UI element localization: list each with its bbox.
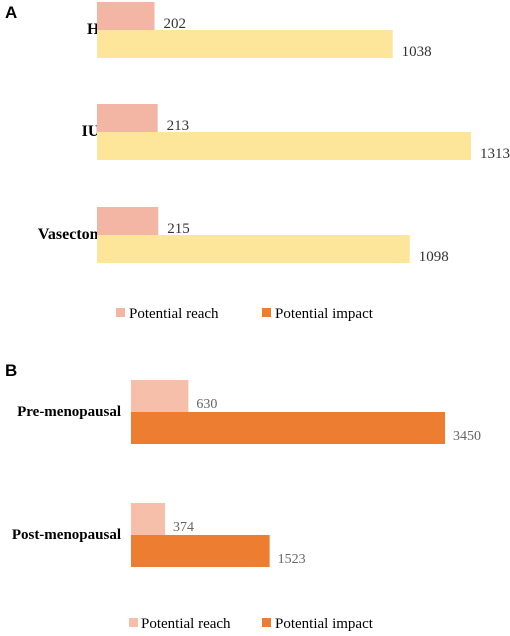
legend-label-a-potential-impact: Potential impact — [275, 306, 374, 322]
bar-a-vasectomy-potential-reach — [97, 207, 159, 235]
data-label-a-hc-potential-reach: 202 — [164, 16, 187, 32]
data-label-a-iud-potential-impact: 1313 — [480, 146, 510, 162]
legend-label-a-potential-reach: Potential reach — [129, 306, 219, 322]
panel-a: A HC2021038IUD2131313Vasectomy2151098 Po… — [5, 2, 510, 322]
data-label-a-vasectomy-potential-reach: 215 — [167, 221, 190, 237]
legend-swatch-b-potential-impact — [262, 618, 271, 627]
data-label-a-vasectomy-potential-impact: 1098 — [419, 249, 449, 265]
legend-swatch-a-potential-reach — [116, 308, 125, 317]
bar-b-pre-menopausal-potential-impact — [131, 412, 445, 444]
category-label-vasectomy: Vasectomy — [38, 226, 111, 243]
bar-b-post-menopausal-potential-impact — [131, 535, 270, 567]
bar-b-post-menopausal-potential-reach — [131, 503, 166, 535]
legend-swatch-a-potential-impact — [262, 308, 271, 317]
data-label-b-pre-menopausal-potential-impact: 3450 — [453, 429, 481, 444]
panel-b-legend: Potential reach Potential impact — [129, 616, 374, 632]
bar-a-iud-potential-reach — [97, 104, 158, 132]
panel-a-label: A — [5, 3, 17, 22]
legend-label-b-potential-impact: Potential impact — [275, 616, 374, 632]
legend-label-b-potential-reach: Potential reach — [141, 616, 231, 632]
category-label-pre-menopausal: Pre-menopausal — [17, 404, 121, 420]
bar-a-hc-potential-impact — [97, 30, 393, 58]
bar-a-hc-potential-reach — [97, 2, 155, 30]
category-label-post-menopausal: Post-menopausal — [12, 527, 121, 543]
bar-b-pre-menopausal-potential-reach — [131, 380, 189, 412]
panel-b-label: B — [5, 361, 17, 380]
data-label-b-pre-menopausal-potential-reach: 630 — [196, 397, 217, 412]
bar-a-vasectomy-potential-impact — [97, 235, 410, 263]
data-label-b-post-menopausal-potential-impact: 1523 — [278, 552, 306, 567]
panel-b: B Pre-menopausal 630 3450 Post-menopausal 37… — [5, 361, 481, 632]
legend-swatch-b-potential-reach — [129, 618, 138, 627]
panel-a-legend: Potential reach Potential impact — [116, 306, 374, 322]
bar-a-iud-potential-impact — [97, 132, 471, 160]
data-label-a-hc-potential-impact: 1038 — [402, 44, 432, 60]
data-label-a-iud-potential-reach: 213 — [167, 118, 190, 134]
data-label-b-post-menopausal-potential-reach: 374 — [173, 520, 194, 535]
